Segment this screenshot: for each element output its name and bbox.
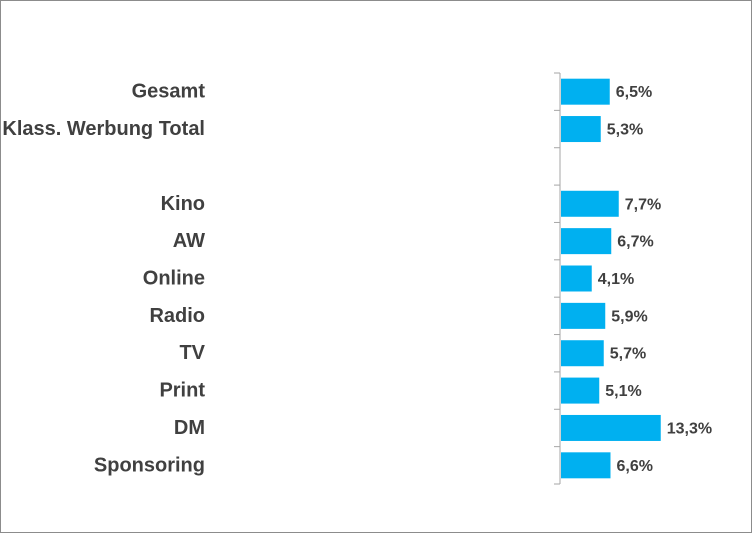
data-label: 5,3% xyxy=(607,122,643,139)
data-label: 4,1% xyxy=(598,271,634,288)
data-label: 7,7% xyxy=(625,196,661,213)
category-label: Online xyxy=(143,268,205,290)
data-label: 6,5% xyxy=(616,84,652,101)
category-label: Sponsoring xyxy=(94,454,205,476)
bar xyxy=(561,116,601,143)
category-labels: Gesamt Klass. Werbung Total Kino AW Online Ra… xyxy=(2,81,205,477)
category-label: Radio xyxy=(149,305,205,327)
bar xyxy=(561,414,661,441)
bar xyxy=(561,302,606,329)
category-label: Kino xyxy=(161,193,205,215)
category-label: Klass. Werbung Total xyxy=(2,118,205,140)
bar xyxy=(561,228,612,255)
bar xyxy=(561,377,600,404)
category-label: AW xyxy=(173,230,205,252)
data-label: 5,7% xyxy=(610,346,646,363)
data-label: 13,3% xyxy=(667,420,712,437)
data-label: 5,1% xyxy=(605,383,641,400)
bar xyxy=(561,340,604,367)
category-label: Print xyxy=(159,380,205,402)
data-label: 6,7% xyxy=(617,234,653,251)
category-label: DM xyxy=(174,417,205,439)
axis-ticks xyxy=(554,72,560,485)
bars xyxy=(561,78,661,479)
bar xyxy=(561,265,592,292)
bar xyxy=(561,190,619,217)
data-label: 5,9% xyxy=(611,308,647,325)
data-labels: 6,5% 5,3% 7,7% 6,7% 4,1% 5,9% 5,7% 5,1% 13,3% 6,6… xyxy=(598,84,712,475)
bar xyxy=(561,452,611,479)
category-label: Gesamt xyxy=(132,81,206,103)
data-label: 6,6% xyxy=(617,458,653,475)
category-label: TV xyxy=(179,342,205,364)
bar xyxy=(561,78,610,105)
